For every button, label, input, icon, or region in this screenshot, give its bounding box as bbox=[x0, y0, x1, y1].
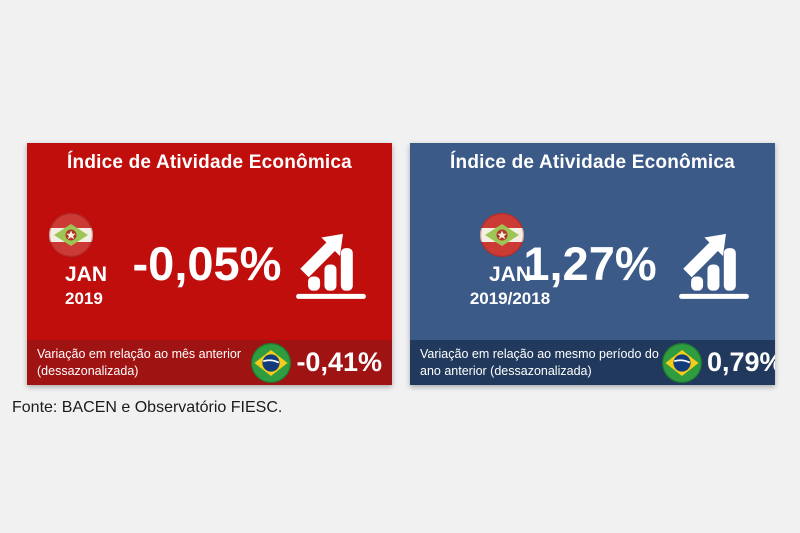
period-month-label: JAN bbox=[488, 263, 531, 286]
period-month-label: JAN bbox=[65, 263, 108, 286]
bar-chart-rising-arrow-icon bbox=[296, 233, 366, 299]
period-year-label: 2019/2018 bbox=[469, 289, 551, 308]
footer-description: Variação em relação ao mesmo período do … bbox=[420, 346, 659, 378]
footer-description: Variação em relação ao mês anterior (des… bbox=[37, 346, 242, 378]
main-value: -0,05% bbox=[132, 237, 282, 290]
brazil-flag-icon bbox=[662, 343, 702, 383]
period-year-label: 2019 bbox=[65, 289, 103, 308]
card-footer: Variação em relação ao mês anterior (des… bbox=[27, 340, 392, 385]
period-block: JAN 2019 bbox=[37, 213, 147, 309]
main-value: 1,27% bbox=[523, 237, 657, 290]
card-title: Índice de Atividade Econômica bbox=[67, 152, 352, 173]
santa-catarina-flag-icon bbox=[49, 213, 93, 257]
bar-chart-rising-arrow-icon bbox=[679, 233, 749, 299]
footer-value: 0,79% bbox=[707, 347, 775, 377]
period-block: JAN 2019/2018 bbox=[450, 213, 570, 309]
footer-value: -0,41% bbox=[296, 347, 382, 377]
card-title: Índice de Atividade Econômica bbox=[450, 152, 735, 173]
source-note: Fonte: BACEN e Observatório FIESC. bbox=[12, 399, 283, 416]
brazil-flag-icon bbox=[251, 343, 291, 383]
kpi-card-month-over-month: Índice de Atividade Econômica JAN 2019 -… bbox=[27, 143, 392, 385]
kpi-card-year-over-year: Índice de Atividade Econômica JAN 2019/2… bbox=[410, 143, 775, 385]
card-footer: Variação em relação ao mesmo período do … bbox=[410, 340, 775, 385]
